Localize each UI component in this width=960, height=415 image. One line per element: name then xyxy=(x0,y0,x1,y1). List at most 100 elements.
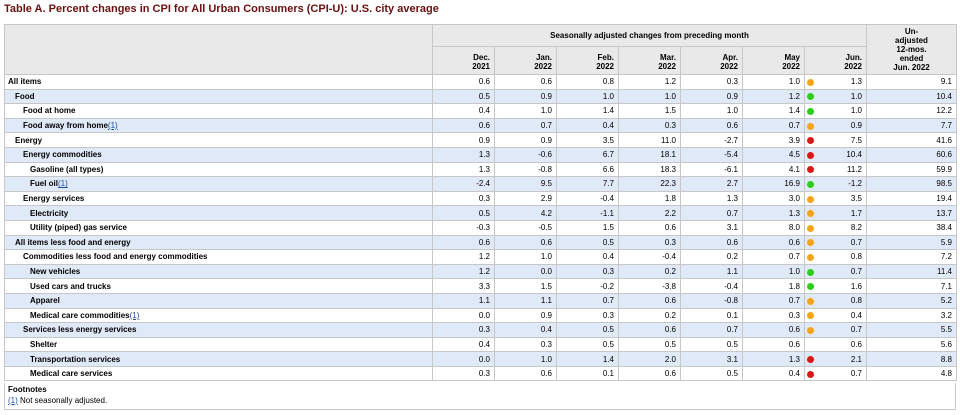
table-row: Medical care commodities(1) 0.0 0.9 0.3 0.2 0… xyxy=(4,307,957,324)
row-label-text: Food away from home xyxy=(23,121,108,131)
value-cell: 0.4 xyxy=(742,365,805,382)
table-body: All items 0.6 0.6 0.8 1.2 0.3 1.0 1.3 9.1 Food 0.5… xyxy=(4,74,957,382)
year-label: 2022 xyxy=(596,62,614,71)
value-text: 0.7 xyxy=(850,325,862,335)
value-cell: 0.4 xyxy=(556,117,619,134)
unadjusted-cell: 5.9 xyxy=(866,234,957,251)
footnote-link[interactable]: (1) xyxy=(129,310,140,320)
value-text: -1.2 xyxy=(848,179,862,189)
value-cell: 0.6 xyxy=(494,234,557,251)
row-label-text: Shelter xyxy=(30,339,58,349)
unadjusted-cell: 13.7 xyxy=(866,205,957,221)
value-text: 11.2 xyxy=(847,164,862,174)
row-label-text: Services less energy services xyxy=(23,325,137,335)
value-cell: 0.6 xyxy=(432,117,495,134)
table-row: Food away from home(1) 0.6 0.7 0.4 0.3 0.6 0.7… xyxy=(4,117,957,134)
row-label: Used cars and trucks xyxy=(4,278,433,294)
value-cell: 0.6 xyxy=(618,365,681,382)
value-cell: 1.1 xyxy=(680,263,743,280)
value-cell: 0.7 xyxy=(804,263,867,280)
value-cell: 1.0 xyxy=(494,249,557,265)
row-label-text: Transportation services xyxy=(30,354,121,364)
value-cell: 0.2 xyxy=(680,249,743,265)
value-cell: 0.9 xyxy=(804,117,867,134)
row-label-text: Energy xyxy=(15,135,43,145)
year-label: 2022 xyxy=(658,62,676,71)
value-cell: -1.1 xyxy=(556,205,619,221)
status-dot-orange xyxy=(807,297,814,305)
header-month-3: Mar. 2022 xyxy=(618,45,681,76)
row-label: Commodities less food and energy commodi… xyxy=(4,249,433,265)
value-cell: 0.8 xyxy=(804,249,867,265)
value-cell: 0.5 xyxy=(556,336,619,353)
value-cell: 0.9 xyxy=(680,88,743,105)
row-label-text: New vehicles xyxy=(30,267,81,277)
header-month-4: Apr. 2022 xyxy=(680,45,743,76)
table-row: All items less food and energy 0.6 0.6 0.5 0… xyxy=(4,234,957,251)
value-cell: 0.4 xyxy=(556,249,619,265)
row-label-text: Food at home xyxy=(23,106,76,116)
footnote-link[interactable]: (1) xyxy=(8,396,18,405)
value-cell: 0.7 xyxy=(742,292,805,309)
value-cell: 10.4 xyxy=(804,146,867,163)
value-text: 7.5 xyxy=(850,135,862,145)
value-cell: 2.9 xyxy=(494,190,557,207)
value-text: 3.5 xyxy=(850,194,862,204)
header-month-5: May 2022 xyxy=(742,45,805,76)
unadjusted-cell: 7.7 xyxy=(866,117,957,134)
value-cell: 0.6 xyxy=(494,365,557,382)
row-label-text: Gasoline (all types) xyxy=(30,164,104,174)
value-cell: -0.3 xyxy=(432,219,495,236)
table-row: Gasoline (all types) 1.3 -0.8 6.6 18.3 -6.1 4.… xyxy=(4,161,957,178)
status-dot-green xyxy=(807,93,814,101)
header-month-2: Feb. 2022 xyxy=(556,45,619,76)
row-label: Medical care services xyxy=(4,365,433,382)
value-cell: 16.9 xyxy=(742,176,805,192)
value-cell: 0.3 xyxy=(432,365,495,382)
value-cell: 1.0 xyxy=(804,103,867,119)
value-cell: -2.7 xyxy=(680,132,743,148)
value-cell: 0.4 xyxy=(804,307,867,324)
value-cell: 0.3 xyxy=(432,322,495,338)
value-cell: -6.1 xyxy=(680,161,743,178)
footnote-link[interactable]: (1) xyxy=(58,179,68,189)
header-month-6: Jun. 2022 xyxy=(804,45,867,76)
value-cell: 0.3 xyxy=(432,190,495,207)
value-cell: 1.3 xyxy=(804,74,867,90)
status-dot-red xyxy=(807,356,814,364)
status-dot-green xyxy=(807,180,814,188)
cpi-table: Seasonally adjusted changes from precedi… xyxy=(4,24,957,382)
table-row: Transportation services 0.0 1.0 1.4 2.0 3.1 1.… xyxy=(4,351,957,367)
value-cell: 6.6 xyxy=(556,161,619,178)
table-row: Food at home 0.4 1.0 1.4 1.5 1.0 1.4 1.0 12.2 xyxy=(4,103,957,119)
value-text: 0.7 xyxy=(850,237,862,247)
header-group-label: Seasonally adjusted changes from precedi… xyxy=(432,24,867,47)
value-cell: 1.1 xyxy=(432,292,495,309)
value-cell: 0.3 xyxy=(556,307,619,324)
value-text: 8.2 xyxy=(850,223,862,233)
value-cell: 0.7 xyxy=(804,234,867,251)
table-row: Utility (piped) gas service -0.3 -0.5 1.5 0.… xyxy=(4,219,957,236)
row-label-text: Utility (piped) gas service xyxy=(30,223,127,233)
year-label: 2021 xyxy=(472,62,490,71)
footnote-link[interactable]: (1) xyxy=(107,121,118,131)
unadjusted-line: ended xyxy=(899,54,924,63)
table-row: Used cars and trucks 3.3 1.5 -0.2 -3.8 -0.4 1.… xyxy=(4,278,957,294)
value-cell: 0.2 xyxy=(618,263,681,280)
row-label: Transportation services xyxy=(4,351,433,367)
value-cell: 0.7 xyxy=(494,117,557,134)
value-cell: 1.4 xyxy=(742,103,805,119)
value-cell: 0.3 xyxy=(680,74,743,90)
row-label: Electricity xyxy=(4,205,433,221)
unadjusted-cell: 60.6 xyxy=(866,146,957,163)
value-cell: 0.5 xyxy=(432,88,495,105)
value-cell: 0.6 xyxy=(804,336,867,353)
value-cell: 0.2 xyxy=(618,307,681,324)
value-cell: 0.7 xyxy=(742,117,805,134)
status-dot-green xyxy=(807,107,814,115)
value-cell: 6.7 xyxy=(556,146,619,163)
table-row: Energy commodities 1.3 -0.6 6.7 18.1 -5.4 4.5 1… xyxy=(4,146,957,163)
value-cell: -0.4 xyxy=(680,278,743,294)
value-cell: 1.5 xyxy=(494,278,557,294)
status-dot-orange xyxy=(807,195,814,203)
